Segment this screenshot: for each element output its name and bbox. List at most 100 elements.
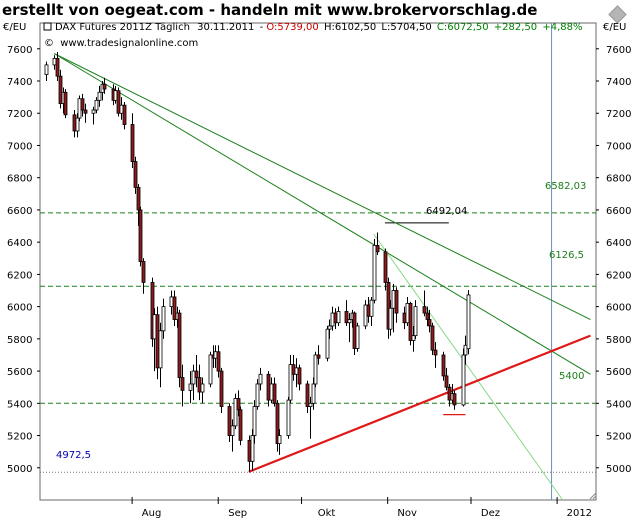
resize-grip-icon[interactable] [589,492,597,500]
candle-up [213,351,218,359]
y-tick-label-left: 6200 [7,270,32,281]
candle-up [269,383,274,401]
x-tick-label: Okt [318,508,336,519]
candle-down [116,90,121,114]
x-tick-label: 2012 [567,508,592,519]
candle-up [94,99,99,111]
candle-up [288,364,293,401]
y-tick-label-left: 7600 [7,45,32,56]
level-label-6126: 6126,5 [549,250,584,261]
y-tick-label-left: 5800 [7,335,32,346]
high-label: H:6102,50 [324,22,376,33]
close-label: C:6072,50 [437,22,489,33]
y-axis-right: 5000 5200 5400 5600 5800 6000 6200 6400 6600 6800… [596,45,631,475]
candle-up [405,302,410,324]
svg-text:© www.tradesignalonlin: © www.tradesignalonline.com [44,38,198,49]
y-tick-label-left: 5400 [7,399,32,410]
candle-down [352,312,357,349]
candle-down [422,306,427,314]
candle-up [258,373,263,385]
change-pct-label: +4,88% [542,22,582,33]
candle-up [308,402,313,407]
y-tick-label-right: 5000 [606,464,631,475]
currency-left: €/EU [3,22,26,33]
candle-up [327,325,332,330]
y-tick-label-left: 6600 [7,206,32,217]
info-square-icon [43,22,52,31]
candle-down [316,354,321,359]
candle-up [158,330,163,369]
y-tick-label-right: 7000 [606,141,631,152]
candle-up [161,306,166,332]
svg-text:DAX Futures 2011Z Täglich: DAX Futures 2011Z Täglich 30.11.2011 - O… [55,22,583,33]
candle-down [197,377,202,393]
candle-up [294,367,299,375]
y-tick-label-left: 7200 [7,109,32,120]
candles [44,52,471,472]
y-axis-left: 5000 5200 5400 5600 5800 6000 6200 6400 6600 6800… [7,45,40,475]
chart-info-line: DAX Futures 2011Z Täglich 30.11.2011 - O… [3,22,626,49]
candle-down [425,312,430,320]
candle-up [119,104,124,114]
candle-down [155,314,160,369]
source-label: www.tradesignalonline.com [60,38,198,49]
y-tick-label-right: 6400 [606,238,631,249]
candle-up [372,244,377,301]
x-axis: Aug Sep Okt Nov Dez 2012 [131,500,592,519]
y-tick-label-left: 5200 [7,432,32,443]
candle-up [113,90,118,101]
candle-up [97,91,102,101]
candle-down [433,349,438,356]
y-tick-label-right: 5800 [606,335,631,346]
level-label-6582: 6582,03 [545,181,586,192]
candle-down [441,354,446,377]
candle-down [402,312,407,324]
x-tick-label: Nov [397,508,417,519]
candle-up [255,383,260,407]
candle-up [252,406,257,436]
candle-up [369,299,374,317]
change-label: +282,50 [494,22,537,33]
candle-down [138,209,143,262]
x-tick-label: Dez [481,508,500,519]
candle-down [194,370,199,378]
level-label-4972: 4972,5 [56,450,91,461]
candle-up [277,435,282,444]
trend-green-lower [54,53,591,375]
candle-up [330,312,335,327]
candle-up [311,383,316,404]
candle-down [375,244,380,253]
candle-down [383,251,388,283]
candle-down [102,83,107,90]
candle-up [208,354,213,385]
candle-down [297,367,302,385]
candle-up [200,383,205,393]
y-tick-label-right: 7400 [606,77,631,88]
candle-down [133,161,138,188]
candle-down [216,351,221,372]
candle-down [291,364,296,375]
candle-down [444,375,449,388]
y-tick-label-right: 6200 [606,270,631,281]
candle-up [230,425,235,436]
y-tick-label-right: 7600 [606,45,631,56]
candle-down [452,393,457,406]
plot-area [39,22,597,501]
candle-up [313,354,318,385]
candle-up [286,399,291,436]
candle-down [447,386,452,401]
candle-up [250,435,255,462]
candle-down [394,290,399,314]
low-label: L:5704,50 [381,22,431,33]
y-tick-label-right: 5600 [606,367,631,378]
candle-down [80,98,85,111]
candle-up [52,58,57,66]
candle-down [247,439,252,462]
candle-down [408,302,413,341]
candle-up [169,296,174,308]
candle-down [333,312,338,324]
candle-down [180,377,185,391]
candle-down [344,311,349,324]
